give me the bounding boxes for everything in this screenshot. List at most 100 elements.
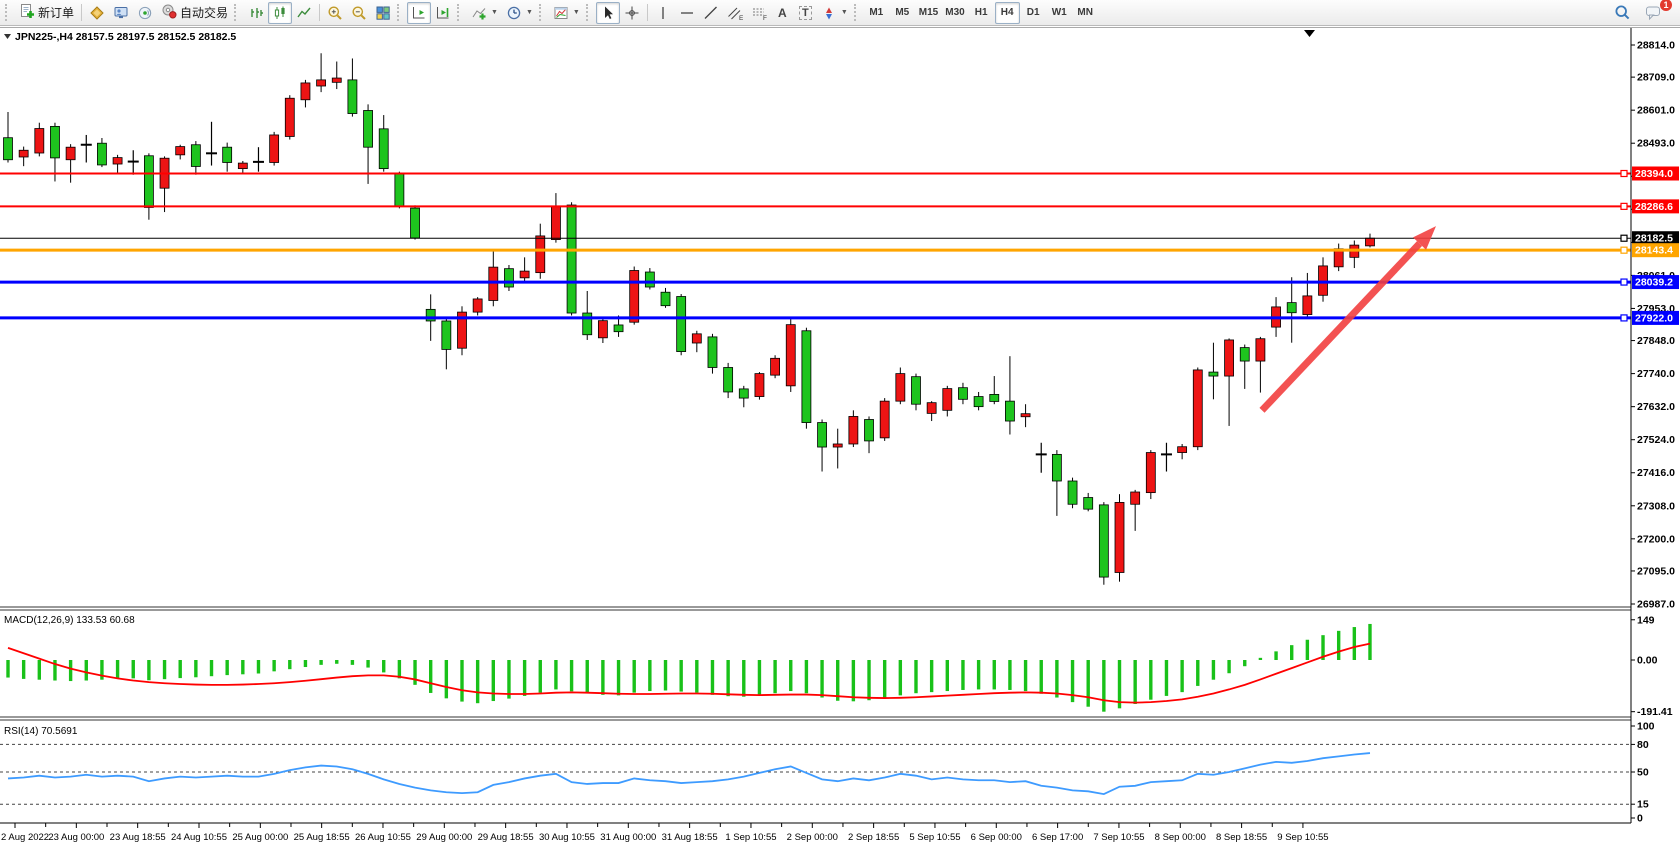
arrows-tool-button[interactable]: ▼ <box>817 2 852 24</box>
chevron-down-icon: ▼ <box>572 9 580 16</box>
svg-text:E: E <box>739 15 743 21</box>
timeframe-H4[interactable]: H4 <box>994 1 1020 24</box>
terminal-icon <box>114 6 128 18</box>
time-tick-label: 2 Sep 00:00 <box>787 832 838 843</box>
time-axis[interactable]: 2 Aug 2022 23 Aug 00:00 23 Aug 18:55 24 Aug… <box>1 823 1329 843</box>
fibonacci-tool-button[interactable]: F <box>747 2 771 24</box>
zoom-out-button[interactable] <box>347 2 371 24</box>
gold-badge-icon <box>90 5 104 20</box>
price-tick-label: 27095.0 <box>1637 565 1675 577</box>
indicators-button[interactable]: ▼ <box>467 2 502 24</box>
search-button[interactable] <box>1610 2 1635 24</box>
price-tick-label: 27416.0 <box>1637 467 1675 479</box>
symbol-period-title: JPN225-,H4 28157.5 28197.5 28152.5 28182… <box>15 31 236 43</box>
vertical-line-icon <box>662 6 664 19</box>
new-order-icon <box>19 3 35 22</box>
trend-arrow[interactable] <box>1259 226 1436 413</box>
time-tick-label: 29 Aug 18:55 <box>478 832 534 843</box>
toolbar-grip <box>234 4 240 21</box>
cursor-tool-button[interactable] <box>595 1 620 24</box>
auto-trading-button[interactable]: 自动交易 <box>157 2 232 24</box>
periods-button[interactable]: ▼ <box>502 2 537 24</box>
horizontal-line-tool-button[interactable] <box>675 2 699 24</box>
auto-scroll-button[interactable] <box>407 1 432 24</box>
price-tick-label: 26987.0 <box>1637 599 1675 611</box>
time-tick-label: 7 Sep 10:55 <box>1093 832 1144 843</box>
rsi-line <box>7 752 1371 796</box>
fibonacci-icon: F <box>752 8 767 21</box>
time-tick-label: 8 Sep 18:55 <box>1216 832 1267 843</box>
pane-borders <box>0 27 1680 824</box>
channel-tool-button[interactable]: E <box>723 2 747 24</box>
timeframe-MN[interactable]: MN <box>1073 2 1098 24</box>
toolbar-separator <box>646 4 648 21</box>
bar-chart-button[interactable] <box>244 2 268 24</box>
signals-button[interactable] <box>133 2 157 24</box>
price-label-text: 28394.0 <box>1635 168 1673 180</box>
time-tick-label: 25 Aug 00:00 <box>232 832 288 843</box>
time-tick-label: 31 Aug 18:55 <box>662 832 718 843</box>
symbol-marker-icon <box>4 34 11 39</box>
line-chart-button[interactable] <box>292 2 316 24</box>
timeframe-M15[interactable]: M15 <box>916 2 941 24</box>
vertical-line-tool-button[interactable] <box>651 2 675 24</box>
timeframe-M30[interactable]: M30 <box>942 2 967 24</box>
new-order-button[interactable]: 新订单 <box>15 2 78 24</box>
chart-top-marker[interactable] <box>1304 30 1315 37</box>
trendline-icon <box>704 6 717 19</box>
rsi-label: RSI(14) 70.5691 <box>4 726 78 737</box>
time-tick-label: 24 Aug 10:55 <box>171 832 227 843</box>
horizontal-level-lines[interactable] <box>0 169 1631 322</box>
time-tick-label: 9 Sep 10:55 <box>1277 832 1328 843</box>
chat-button[interactable]: 1 <box>1641 0 1672 24</box>
price-axis[interactable]: 28814.028709.028601.028493.028385.028277… <box>1631 40 1679 611</box>
auto-trading-icon <box>161 3 177 22</box>
timeframe-M1[interactable]: M1 <box>864 2 889 24</box>
price-tick-label: 27740.0 <box>1637 368 1675 380</box>
line-chart-icon <box>297 7 311 17</box>
crosshair-tool-button[interactable] <box>620 2 644 24</box>
price-label-text: 28182.5 <box>1635 233 1673 245</box>
tile-windows-button[interactable] <box>371 2 395 24</box>
price-label-box <box>1632 231 1679 246</box>
svg-text:100: 100 <box>1637 721 1655 733</box>
chart-shift-button[interactable] <box>431 2 455 24</box>
price-tick-label: 27200.0 <box>1637 533 1675 545</box>
time-tick-label: 29 Aug 00:00 <box>416 832 472 843</box>
price-label-text: 28039.2 <box>1635 277 1673 289</box>
text-tool-button[interactable]: A <box>771 2 794 24</box>
price-label-box <box>1632 275 1679 290</box>
zoom-out-icon <box>352 6 366 20</box>
zoom-in-button[interactable] <box>323 2 347 24</box>
indicators-icon <box>472 7 486 19</box>
line-handle <box>1620 246 1628 254</box>
toolbar-separator <box>81 4 83 21</box>
timeframe-D1[interactable]: D1 <box>1021 2 1046 24</box>
candlestick-chart-button[interactable] <box>268 1 293 24</box>
svg-text:80: 80 <box>1637 739 1649 751</box>
timeframe-M5[interactable]: M5 <box>890 2 915 24</box>
template-icon <box>554 6 568 19</box>
timeframe-W1[interactable]: W1 <box>1047 2 1072 24</box>
svg-text:15: 15 <box>1637 799 1649 811</box>
toolbar-grip <box>585 4 592 21</box>
clock-icon <box>507 6 521 19</box>
macd-label: MACD(12,26,9) 133.53 60.68 <box>4 615 135 626</box>
toolbar-grip <box>457 4 463 21</box>
trendline-tool-button[interactable] <box>699 2 723 24</box>
terminal-button[interactable] <box>109 2 133 24</box>
chart-area[interactable]: 28814.028709.028601.028493.028385.028277… <box>0 26 1680 846</box>
rsi-pane[interactable]: 100 80 50 15 0 RSI(14) 70.5691 <box>0 721 1655 825</box>
time-tick-label: 6 Sep 00:00 <box>971 832 1022 843</box>
svg-text:0: 0 <box>1637 813 1643 825</box>
timeframe-H1[interactable]: H1 <box>969 2 994 24</box>
macd-pane[interactable]: 149 0.00 -191.41 MACD(12,26,9) 133.53 60.68 <box>4 614 1673 718</box>
chart-title: JPN225-,H4 28157.5 28197.5 28152.5 28182… <box>4 31 236 43</box>
candlestick-series[interactable] <box>3 53 1375 585</box>
chevron-down-icon: ▼ <box>840 9 848 16</box>
metaquotes-button[interactable] <box>85 2 109 24</box>
text-label-tool-button[interactable]: T <box>794 2 817 24</box>
candlestick-chart-icon <box>274 6 285 19</box>
price-label-text: 28143.4 <box>1635 245 1673 257</box>
templates-button[interactable]: ▼ <box>549 2 584 24</box>
